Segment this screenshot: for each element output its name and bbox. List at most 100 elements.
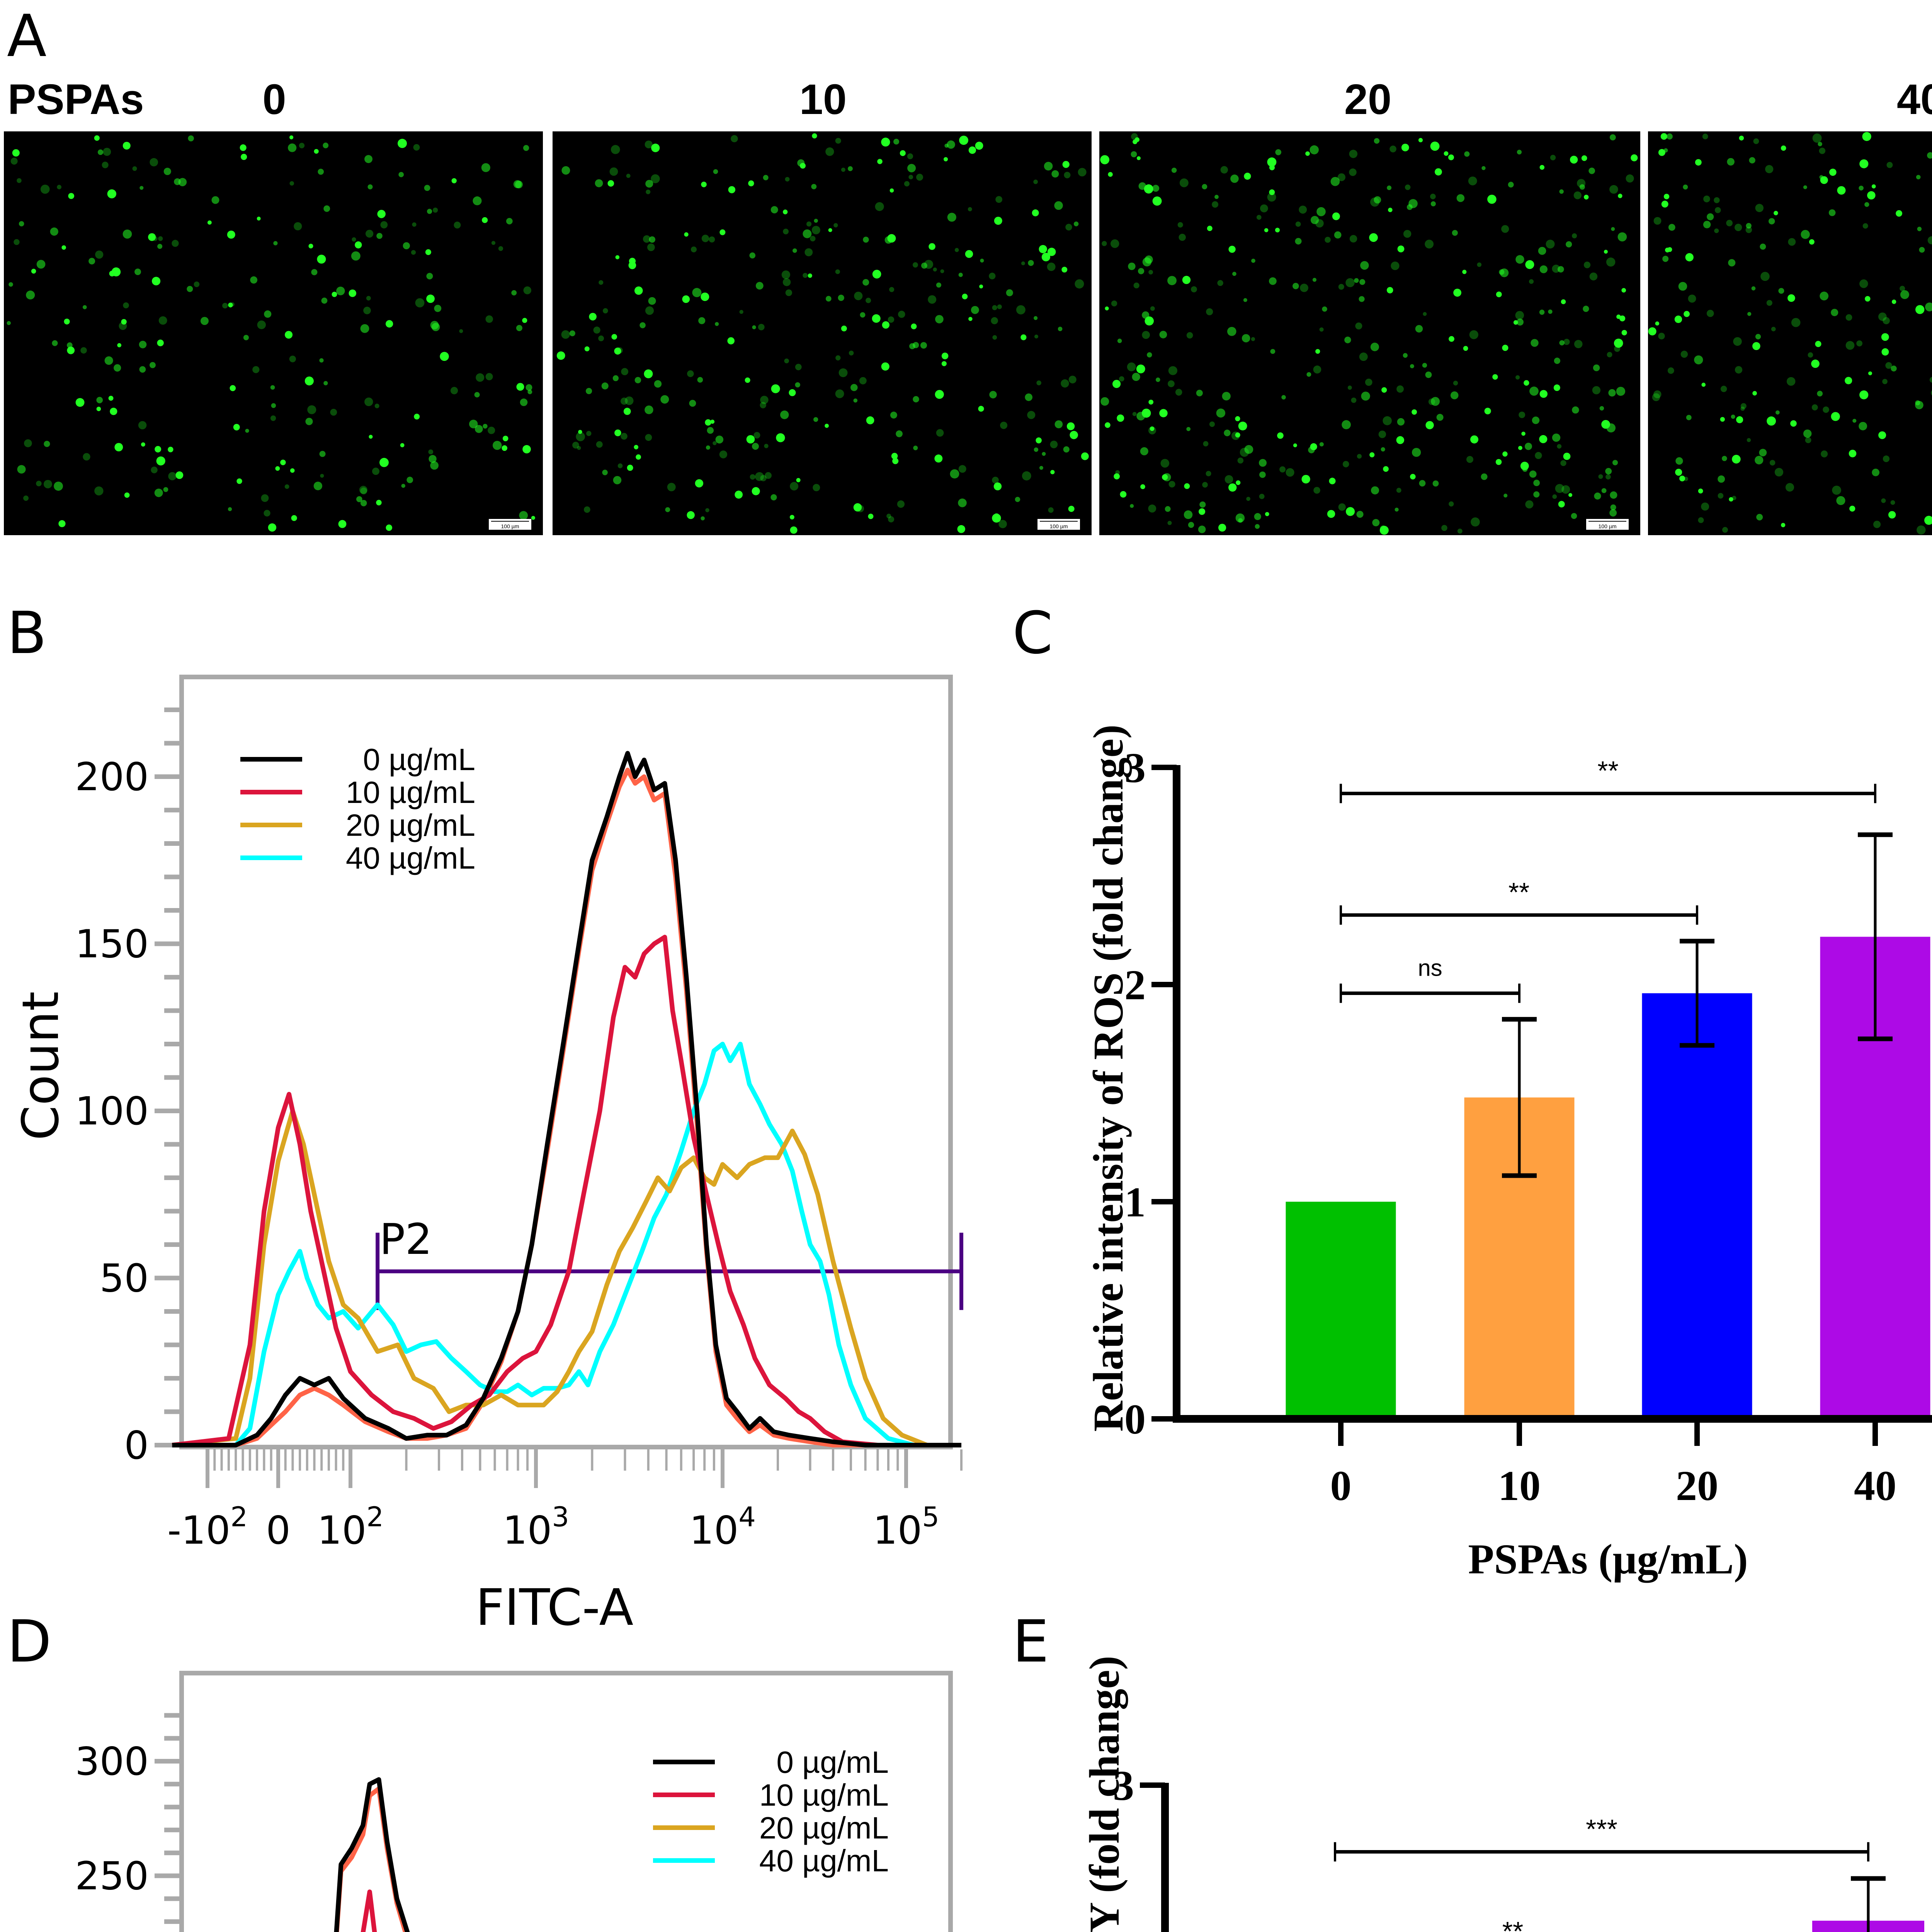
fluorescent-cell xyxy=(1152,196,1162,206)
fluorescent-cell xyxy=(428,449,434,454)
fluorescent-cell xyxy=(841,167,845,172)
fluorescent-cell xyxy=(1425,421,1434,429)
fluorescent-cell xyxy=(978,406,984,412)
fluorescent-cell xyxy=(1680,350,1688,358)
y-axis-title: Relative intensity of ROS (fold change) xyxy=(1085,724,1132,1432)
fluorescent-cell xyxy=(1612,460,1618,466)
fluorescent-cell xyxy=(857,505,864,512)
fluorescent-cell xyxy=(1801,230,1810,239)
fluorescent-cell xyxy=(107,189,117,199)
fluorescent-cell xyxy=(991,317,998,325)
fluorescent-cell xyxy=(1117,414,1124,422)
fluorescent-cell xyxy=(386,524,393,531)
fluorescent-cell xyxy=(363,306,371,315)
fluorescent-cell xyxy=(414,413,420,420)
fluorescent-cell xyxy=(1499,269,1505,275)
fluorescent-cell xyxy=(1036,380,1041,386)
fluorescent-cell xyxy=(150,362,156,368)
fluorescent-cell xyxy=(1432,480,1439,487)
fluorescent-cell xyxy=(450,387,458,395)
fluorescent-cell xyxy=(848,166,853,171)
fluorescent-cell xyxy=(1662,255,1669,262)
fluorescent-cell xyxy=(1557,444,1562,449)
x-tick-label: -102 xyxy=(167,1501,248,1553)
fluorescent-cell xyxy=(1456,194,1465,202)
fluorescent-cell xyxy=(1694,355,1703,364)
fluorescent-cell xyxy=(1231,431,1240,440)
fluorescent-cell xyxy=(1044,162,1053,171)
fluorescent-cell xyxy=(1391,261,1400,270)
fluorescent-cell xyxy=(1033,179,1038,184)
fluorescent-cell xyxy=(797,159,805,167)
fluorescent-cell xyxy=(211,196,219,204)
fluorescent-cell xyxy=(889,287,895,292)
fluorescent-cell xyxy=(1791,318,1801,327)
fluorescent-cell xyxy=(572,442,579,449)
significance-bracket: ns xyxy=(1340,955,1520,1003)
fluorescent-cell xyxy=(616,347,623,354)
fluorescent-cell xyxy=(1349,150,1358,158)
fluorescent-cell xyxy=(1878,431,1886,439)
fluorescent-cell xyxy=(1322,306,1327,312)
fluorescent-cell xyxy=(758,324,765,330)
fluorescent-cell xyxy=(1609,509,1617,517)
fluorescent-cell xyxy=(516,325,522,331)
fluorescent-cell xyxy=(1579,184,1585,190)
fluorescent-cell xyxy=(1598,474,1603,479)
fluorescent-cell xyxy=(1561,299,1566,304)
fluorescent-cell xyxy=(1573,191,1582,199)
fluorescent-cell xyxy=(360,324,369,333)
fluorescent-cell xyxy=(806,221,812,227)
fluorescent-cell xyxy=(400,443,405,447)
fluorescent-cell xyxy=(1168,481,1175,488)
fluorescent-cell xyxy=(1891,366,1897,372)
fluorescent-cell xyxy=(483,423,488,429)
bar-20-ugml xyxy=(1642,993,1752,1415)
fluorescent-cell xyxy=(57,185,62,190)
fluorescent-cell xyxy=(24,439,32,447)
fluorescent-cell xyxy=(649,236,656,243)
fluorescent-cell xyxy=(1360,261,1369,270)
fluorescent-cell xyxy=(1925,302,1932,311)
fluorescent-cell xyxy=(913,342,919,349)
fluorescent-cell xyxy=(621,368,629,376)
fluorescent-cell xyxy=(50,227,58,236)
fluorescent-cell xyxy=(1503,493,1508,498)
error-bar xyxy=(1502,1017,1537,1178)
fluorescent-cell xyxy=(1034,334,1039,338)
fluorescent-cell xyxy=(1235,416,1240,422)
fluorescent-cell xyxy=(1027,411,1036,419)
fluorescent-cell xyxy=(992,514,1001,523)
fluorescent-cell xyxy=(1312,278,1317,282)
series-line-10-ugml xyxy=(172,935,961,1447)
fluorescent-cell xyxy=(264,510,270,517)
fluorescent-cell xyxy=(651,143,660,152)
fluorescent-cell xyxy=(835,355,841,361)
fluorescent-cell xyxy=(782,278,791,286)
fluorescent-cell xyxy=(1147,352,1152,358)
fluorescent-cell xyxy=(1354,278,1359,283)
fluorescent-cell xyxy=(607,180,614,187)
fluorescent-cell xyxy=(110,408,117,415)
fluorescent-cell xyxy=(1856,340,1862,347)
fluorescent-cell xyxy=(1867,191,1876,200)
fluorescent-cell xyxy=(1533,480,1540,486)
fluorescent-cell xyxy=(578,430,582,434)
fluorescent-cell xyxy=(989,391,997,399)
fluorescent-cell xyxy=(1917,226,1922,231)
fluorescent-cell xyxy=(1430,194,1436,199)
fluorescent-cell xyxy=(1034,447,1039,452)
fluorescent-cell xyxy=(1883,455,1890,463)
fluorescent-cell xyxy=(1448,154,1454,160)
fluorescent-cell xyxy=(114,364,121,372)
micrograph-background xyxy=(553,131,1092,535)
fluorescent-cell xyxy=(881,138,890,147)
fluorescent-cell xyxy=(1774,468,1784,477)
fluorescent-cell xyxy=(502,435,509,442)
fluorescent-cell xyxy=(1342,420,1351,429)
fluorescent-cell xyxy=(268,523,277,532)
fluorescent-cell xyxy=(1740,406,1745,411)
fluorescent-cell xyxy=(1449,501,1454,507)
fluorescent-cell xyxy=(434,304,442,312)
fluorescent-cell xyxy=(1356,510,1364,518)
